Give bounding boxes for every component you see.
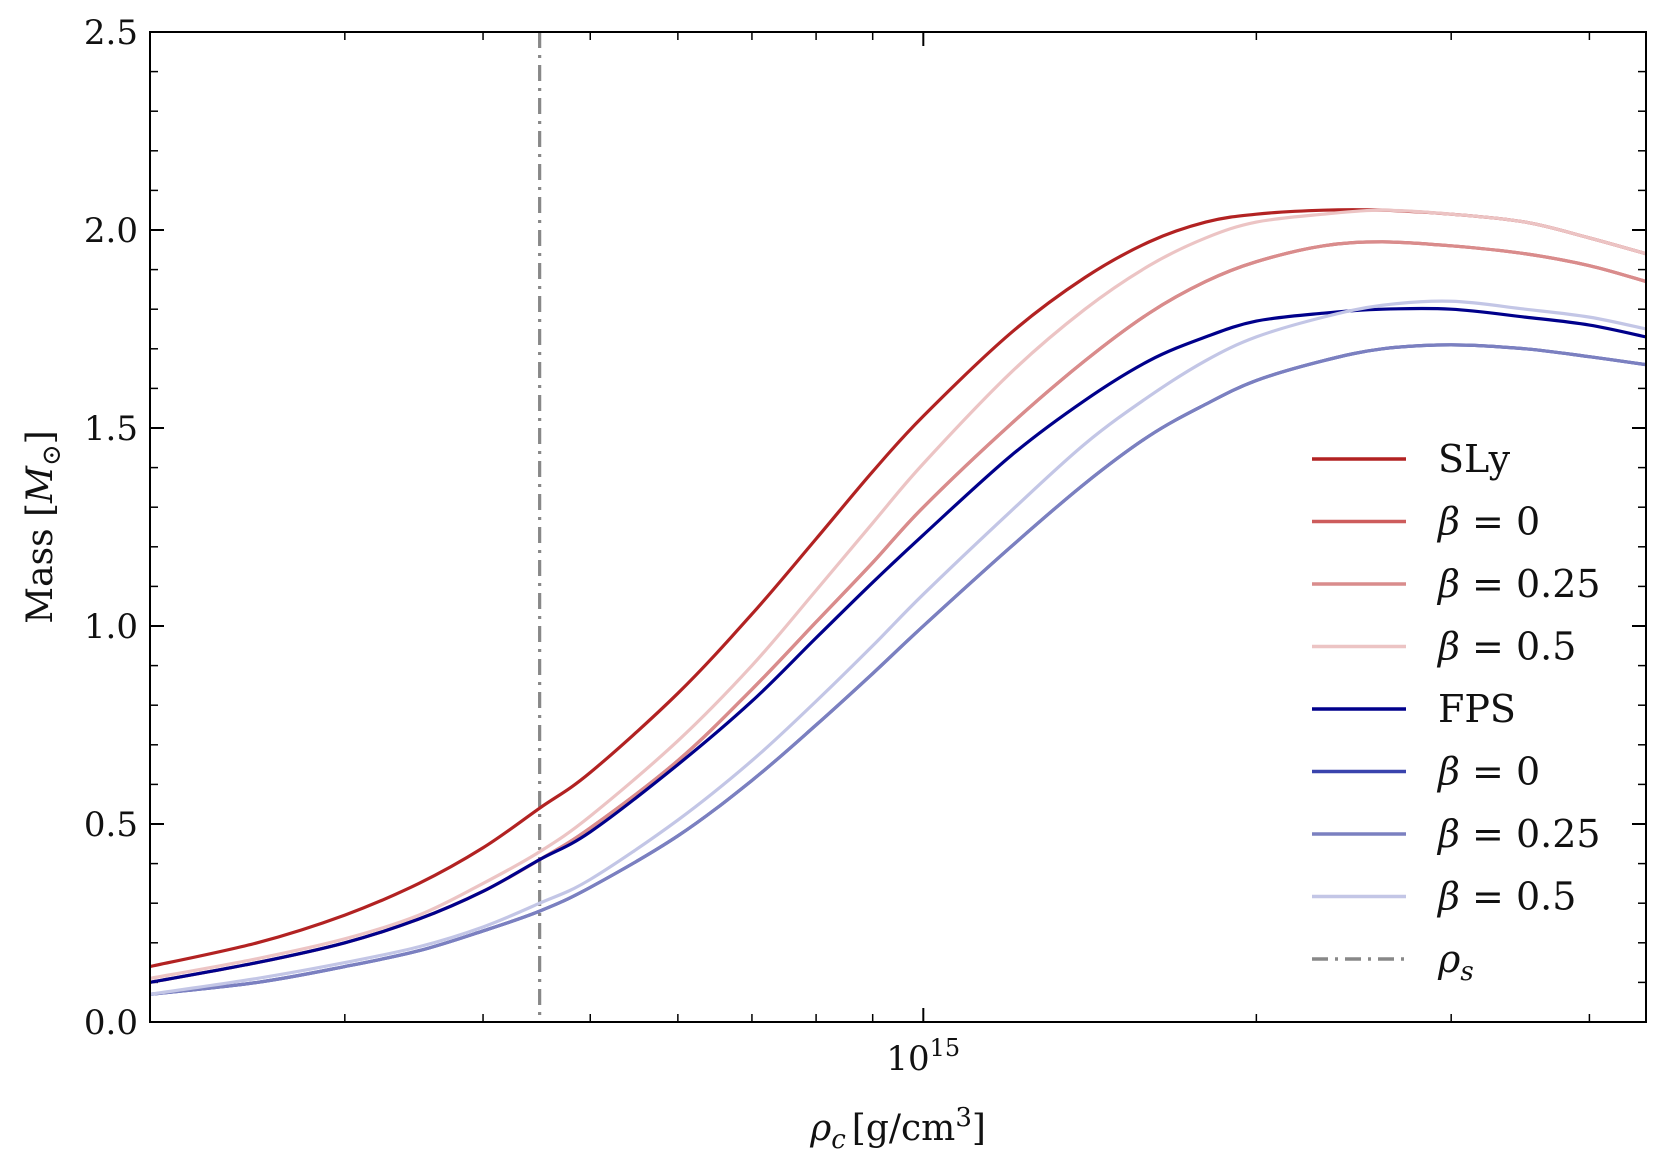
series-line-7 (150, 299, 1646, 996)
legend-label-1: β = 0 (1436, 500, 1540, 544)
series-line-6 (150, 343, 1646, 996)
legend-label-3: β = 0.5 (1436, 625, 1576, 669)
curves-group (150, 32, 1646, 1022)
legend-label-7: β = 0.5 (1436, 875, 1576, 919)
y-tick-label: 0.5 (84, 805, 138, 845)
y-tick-label: 2.5 (84, 13, 138, 53)
y-axis-label: Mass [M⊙] (20, 430, 67, 623)
legend-label-2: β = 0.25 (1436, 562, 1601, 606)
y-tick-label: 1.5 (84, 409, 138, 449)
y-tick-label: 0.0 (84, 1003, 138, 1043)
legend-label-6: β = 0.25 (1436, 812, 1601, 856)
y-tick-label: 1.0 (84, 607, 138, 647)
legend-label-4: FPS (1438, 687, 1516, 731)
legend-label-5: β = 0 (1436, 750, 1540, 794)
series-line-4 (150, 306, 1646, 984)
x-axis-ticks: 1015 (344, 32, 1591, 1079)
y-tick-label: 2.0 (84, 211, 138, 251)
legend-label-0: SLy (1438, 437, 1511, 481)
x-axis-label: ρc [g/cm3] (809, 1103, 986, 1155)
legend: SLy β = 0 β = 0.25 β = 0.5 FPS β = 0 β = 0.25 β… (1312, 437, 1601, 987)
legend-label-8: ρs (1437, 937, 1474, 987)
series-line-3 (150, 208, 1646, 981)
plot-frame (149, 31, 1647, 1023)
y-axis-ticks: 0.0 0.5 1.0 1.5 2.0 2.5 (84, 13, 1646, 1043)
x-tick-label: 1015 (886, 1034, 960, 1079)
